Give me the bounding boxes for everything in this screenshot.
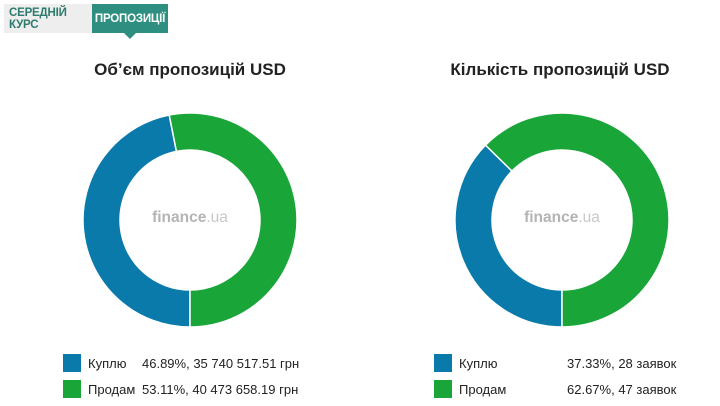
slices-group [82,112,298,328]
legend-value: 37.33%, 28 заявок [567,355,677,371]
legend-item-sell: Продам 62.67%, 47 заявок [434,380,676,398]
slice-sell[interactable] [168,112,298,328]
donut-chart-volume: finance.ua [82,112,298,328]
legend-swatch-sell [63,380,81,398]
watermark-logo: finance.ua [152,209,228,226]
legend-swatch-buy [434,354,452,372]
slices-group [454,112,670,328]
legend-item-buy: Куплю 37.33%, 28 заявок [434,354,676,372]
slice-buy[interactable] [82,114,191,328]
legend-label: Продам [459,381,507,397]
legend-swatch-buy [63,354,81,372]
chart-title-count: Кількість пропозицій USD [450,60,670,79]
legend-item-buy: Куплю 46.89%, 35 740 517.51 грн [63,354,299,372]
tab-bar: Середній курс Пропозиції [4,4,168,39]
legend-label: Куплю [88,355,127,371]
legend-value: 46.89%, 35 740 517.51 грн [142,355,300,371]
tab-average-rate[interactable]: Середній курс [4,4,92,33]
legend-item-sell: Продам 53.11%, 40 473 658.19 грн [63,380,298,398]
slice-buy[interactable] [454,144,563,328]
legend-value: 53.11%, 40 473 658.19 грн [142,381,299,397]
legend-label: Куплю [459,355,498,371]
legend-label: Продам [88,381,136,397]
legend-value: 62.67%, 47 заявок [567,381,677,397]
donut-chart-count: finance.ua [454,112,670,328]
tab-offers[interactable]: Пропозиції [92,4,168,39]
legend-swatch-sell [434,380,452,398]
chart-title-volume: Обʼєм пропозицій USD [94,60,286,79]
watermark-logo: finance.ua [524,209,600,226]
slice-sell[interactable] [484,112,670,328]
